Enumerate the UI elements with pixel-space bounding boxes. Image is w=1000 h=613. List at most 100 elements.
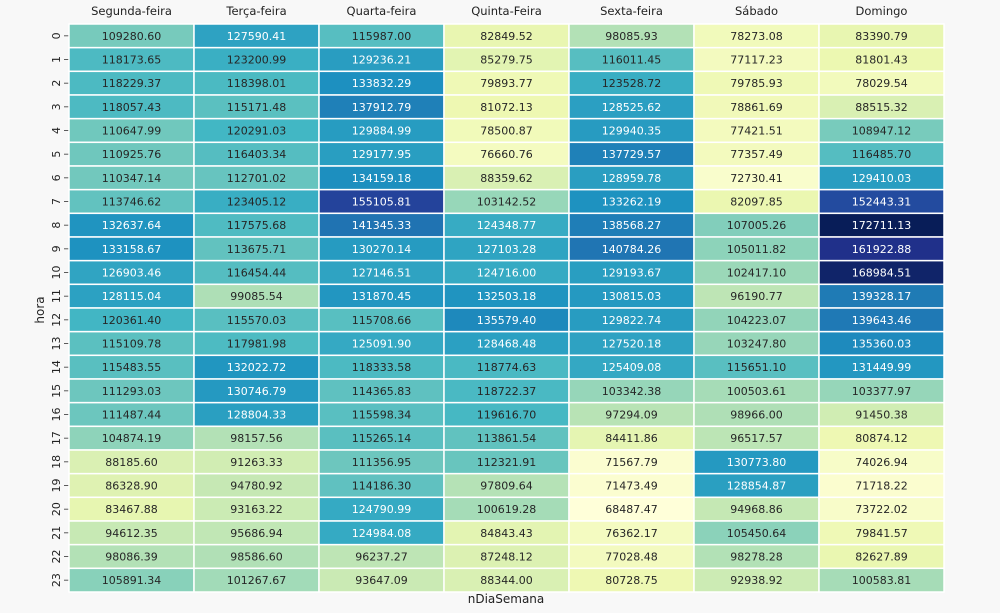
heatmap-cell: 98157.56	[193, 425, 320, 451]
cell-value-label: 112701.02	[227, 172, 287, 185]
heatmap-cell: 95686.94	[193, 520, 320, 546]
cell-value-label: 117981.98	[227, 338, 287, 351]
cell-value-label: 152443.31	[852, 196, 912, 209]
heatmap-cell: 115987.00	[318, 23, 445, 49]
cell-value-label: 129940.35	[602, 125, 662, 138]
cell-value-label: 82627.89	[855, 551, 908, 564]
heatmap-cell: 118229.37	[68, 70, 195, 96]
cell-value-label: 116403.34	[227, 148, 287, 161]
heatmap-cell: 77117.23	[693, 46, 820, 73]
cell-value-label: 103377.97	[852, 385, 912, 398]
heatmap-cell: 107005.26	[693, 212, 820, 238]
heatmap-cell: 113746.62	[68, 188, 195, 215]
heatmap-cell: 118333.58	[318, 354, 445, 380]
cell-value-label: 115651.10	[727, 361, 787, 374]
cell-value-label: 108947.12	[852, 125, 912, 138]
cell-value-label: 168984.51	[852, 267, 912, 280]
heatmap-cell-rect	[818, 567, 945, 593]
cell-value-label: 130746.79	[227, 385, 287, 398]
cell-value-label: 78861.69	[730, 101, 783, 114]
heatmap-cell: 96517.57	[693, 425, 820, 451]
heatmap-cell: 115483.55	[68, 354, 195, 380]
cell-value-label: 155105.81	[352, 196, 412, 209]
heatmap-cell: 84843.43	[443, 520, 570, 546]
heatmap-cell: 130773.80	[693, 449, 820, 475]
cell-value-label: 128804.33	[227, 409, 287, 422]
heatmap-cell: 83390.79	[818, 23, 945, 49]
heatmap-cell: 103342.38	[568, 378, 695, 404]
cell-value-label: 129410.03	[852, 172, 912, 185]
cell-value-label: 130815.03	[602, 290, 662, 303]
cell-value-label: 125409.08	[602, 361, 662, 374]
heatmap-cell: 73722.02	[818, 496, 945, 522]
heatmap-cell: 79785.93	[693, 70, 820, 96]
cell-value-label: 125091.90	[352, 338, 412, 351]
heatmap-cell: 68487.47	[568, 496, 695, 522]
heatmap-cell: 129940.35	[568, 117, 695, 144]
cell-value-label: 109280.60	[102, 30, 162, 43]
cell-value-label: 76660.76	[480, 148, 533, 161]
heatmap-cell: 105011.82	[693, 236, 820, 262]
cell-value-label: 97294.09	[605, 409, 658, 422]
cell-value-label: 100583.81	[852, 574, 912, 587]
cell-value-label: 113861.54	[477, 432, 537, 445]
cell-value-label: 93163.22	[230, 503, 283, 516]
heatmap-cell: 74026.94	[818, 449, 945, 475]
heatmap-cell: 72730.41	[693, 165, 820, 191]
heatmap-cell: 115651.10	[693, 354, 820, 380]
cell-value-label: 115598.34	[352, 409, 412, 422]
heatmap-cell: 99085.54	[193, 283, 320, 309]
cell-value-label: 130773.80	[727, 456, 787, 469]
cell-value-label: 73722.02	[855, 503, 908, 516]
cell-value-label: 114186.30	[352, 480, 412, 493]
heatmap-cell: 103247.80	[693, 330, 820, 357]
cell-value-label: 91450.38	[855, 409, 908, 422]
cell-value-label: 139643.46	[852, 314, 912, 327]
heatmap-cell: 71718.22	[818, 472, 945, 499]
heatmap-cell: 130815.03	[568, 283, 695, 309]
heatmap-cell: 76362.17	[568, 520, 695, 546]
heatmap-cell: 137729.57	[568, 141, 695, 167]
cell-value-label: 116454.44	[227, 267, 287, 280]
cell-value-label: 118173.65	[102, 54, 162, 67]
cell-value-label: 127590.41	[227, 30, 287, 43]
heatmap-cell: 94968.86	[693, 496, 820, 522]
heatmap-cell: 168984.51	[818, 259, 945, 286]
cell-value-label: 110647.99	[102, 125, 162, 138]
heatmap-cell: 118774.63	[443, 354, 570, 380]
heatmap-cell: 137912.79	[318, 94, 445, 120]
cell-value-label: 115708.66	[352, 314, 412, 327]
cell-value-label: 107005.26	[727, 219, 787, 232]
cell-value-label: 80728.75	[605, 574, 658, 587]
cell-value-label: 79785.93	[730, 77, 783, 90]
cell-value-label: 115570.03	[227, 314, 287, 327]
y-tick-label: 12	[50, 313, 63, 327]
heatmap-cell: 88515.32	[818, 94, 945, 120]
heatmap-cell: 129822.74	[568, 307, 695, 333]
cell-value-label: 79841.57	[855, 527, 908, 540]
cell-value-label: 128959.78	[602, 172, 662, 185]
cell-value-label: 100619.28	[477, 503, 537, 516]
heatmap-cell: 127103.28	[443, 236, 570, 262]
heatmap-cell: 81801.43	[818, 46, 945, 73]
cell-value-label: 77117.23	[730, 54, 783, 67]
heatmap-cell: 114365.83	[318, 378, 445, 404]
heatmap-cell: 87248.12	[443, 543, 570, 570]
cell-value-label: 71473.49	[605, 480, 658, 493]
cell-value-label: 103142.52	[477, 196, 537, 209]
cell-value-label: 81072.13	[480, 101, 533, 114]
cell-value-label: 79893.77	[480, 77, 533, 90]
heatmap-cell: 119616.70	[443, 401, 570, 428]
heatmap-cell: 118057.43	[68, 94, 195, 120]
heatmap-cell: 115265.14	[318, 425, 445, 451]
cell-value-label: 77421.51	[730, 125, 783, 138]
heatmap-cell: 88185.60	[68, 449, 195, 475]
heatmap-cell: 79893.77	[443, 70, 570, 96]
cell-value-label: 74026.94	[855, 456, 908, 469]
cell-value-label: 131870.45	[352, 290, 412, 303]
y-tick-label: 11	[50, 289, 63, 303]
cell-value-label: 94780.92	[230, 480, 283, 493]
cell-value-label: 113746.62	[102, 196, 162, 209]
heatmap-cell: 76660.76	[443, 141, 570, 167]
heatmap-cell: 141345.33	[318, 212, 445, 238]
